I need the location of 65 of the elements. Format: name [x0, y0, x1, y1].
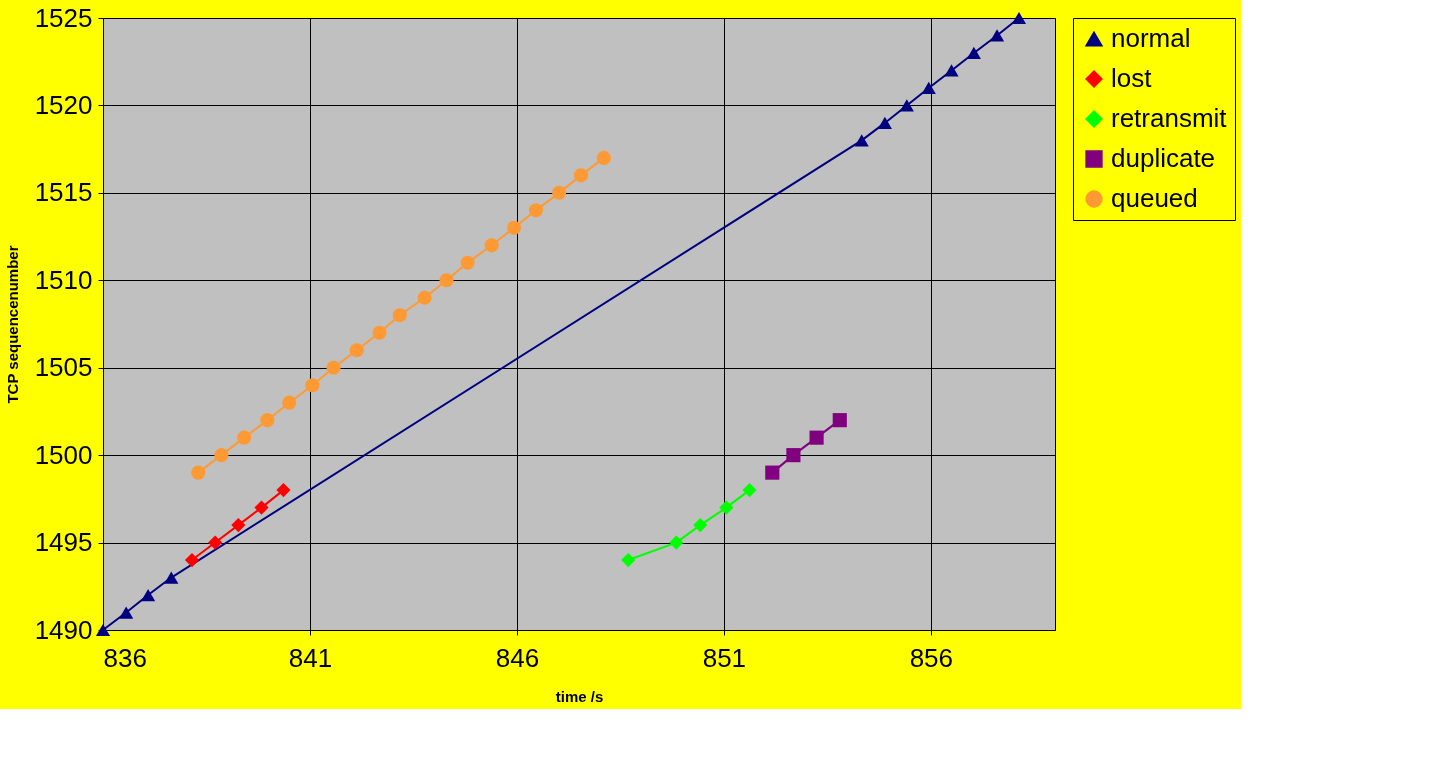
legend-label: lost: [1111, 63, 1153, 93]
point: [765, 465, 780, 480]
point: [208, 535, 223, 550]
x-axis-title: time /s: [555, 687, 604, 705]
point: [809, 430, 824, 445]
y-tick-label: 1500: [34, 439, 93, 470]
point: [596, 150, 611, 165]
x-tick-label: 841: [288, 642, 333, 673]
point: [574, 168, 589, 183]
point: [552, 185, 567, 200]
point: [260, 413, 275, 428]
point: [231, 518, 246, 533]
y-axis-title: TCP sequencenumber: [3, 245, 21, 404]
point: [439, 273, 454, 288]
y-tick-label: 1525: [34, 2, 93, 33]
point: [191, 465, 206, 480]
y-tick-label: 1510: [34, 264, 93, 295]
point: [693, 518, 708, 533]
legend-label: normal: [1111, 23, 1191, 53]
point: [254, 500, 269, 515]
x-tick-label: 836: [103, 642, 147, 673]
point: [392, 308, 407, 323]
point: [742, 483, 757, 498]
point: [417, 290, 432, 305]
point: [832, 413, 847, 428]
point: [276, 483, 291, 498]
point: [719, 500, 734, 515]
point: [372, 325, 387, 340]
x-tick-label: 856: [909, 642, 954, 673]
point: [349, 343, 364, 358]
point: [95, 623, 111, 637]
point: [944, 64, 959, 77]
point: [621, 552, 636, 568]
point: [877, 116, 892, 130]
point: [786, 448, 801, 463]
y-tick-label: 1520: [34, 89, 93, 120]
legend-label: retransmit: [1111, 103, 1228, 133]
point: [854, 134, 869, 147]
y-tick-label: 1515: [34, 177, 93, 208]
x-tick-label: 851: [702, 642, 747, 673]
y-tick-label: 1490: [34, 614, 93, 645]
point: [184, 552, 200, 568]
point: [669, 535, 684, 550]
y-tick-label: 1505: [34, 352, 93, 383]
point: [282, 395, 297, 410]
point: [214, 448, 229, 463]
point: [164, 571, 179, 584]
point: [305, 378, 320, 393]
point: [966, 46, 981, 60]
point: [506, 220, 522, 235]
point: [460, 255, 475, 270]
point: [989, 29, 1005, 42]
point: [326, 360, 341, 375]
point: [528, 203, 544, 218]
legend-label: queued: [1111, 183, 1198, 213]
y-tick-label: 1495: [34, 527, 93, 558]
legend-label: duplicate: [1111, 143, 1216, 173]
x-tick-label: 846: [495, 642, 540, 673]
point: [1011, 11, 1027, 25]
point: [237, 430, 252, 445]
point: [141, 588, 156, 602]
point: [921, 81, 936, 95]
point: [484, 238, 499, 253]
point: [119, 606, 134, 619]
point: [899, 99, 914, 112]
